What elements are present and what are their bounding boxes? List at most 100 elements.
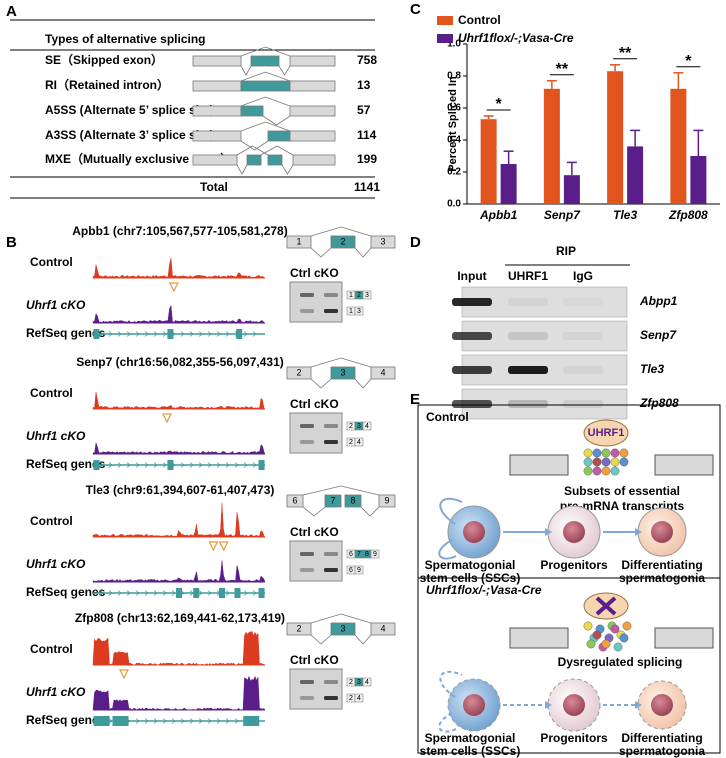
knockout-x	[595, 596, 617, 616]
y-tick-label: 0.2	[447, 167, 461, 178]
gel-band	[324, 680, 338, 684]
gel-band	[300, 568, 314, 572]
y-axis-label: Percent Spliced In	[447, 76, 459, 172]
cell-label: Differentiating	[621, 731, 702, 745]
gel-header: Ctrl cKO	[290, 266, 339, 280]
splice-line	[302, 485, 380, 496]
gel-band	[300, 293, 314, 297]
gel-band	[508, 332, 548, 340]
strand-arrow	[216, 462, 221, 468]
group-label: RIP	[556, 244, 576, 258]
sample-label: Control	[30, 386, 73, 400]
scheme-title: Uhrf1flox/-;Vasa-Cre	[426, 583, 542, 597]
gel-exon-number: 2	[349, 679, 353, 686]
gel-band	[300, 309, 314, 313]
panel-label: B	[6, 234, 17, 251]
splice-line	[310, 357, 372, 368]
gel-exon-number: 4	[357, 695, 361, 702]
gel-band	[324, 309, 338, 313]
gene-exon	[93, 460, 100, 470]
exon-number: 3	[340, 623, 345, 633]
gene-title: Zfp808 (chr13:62,169,441-62,173,419)	[75, 611, 285, 625]
bar	[670, 88, 687, 204]
strand-arrow	[126, 590, 131, 596]
exon	[370, 235, 396, 249]
gene-exon	[236, 329, 243, 339]
exon	[267, 154, 283, 166]
legend-swatch	[437, 34, 453, 43]
strand-arrow	[144, 331, 149, 337]
splice-marker	[118, 669, 129, 680]
gel-band	[452, 298, 492, 306]
spliceosome-bead	[601, 448, 611, 458]
strand-arrow	[135, 590, 140, 596]
gene-exon	[243, 716, 260, 726]
column-label: UHRF1	[508, 269, 548, 283]
gene-exon	[112, 716, 129, 726]
splice-marker	[168, 282, 179, 293]
total-count: 1141	[354, 180, 380, 194]
spliceosome-bead	[619, 457, 629, 467]
column-label: Input	[457, 269, 486, 283]
splice-line	[310, 226, 372, 237]
strand-arrow	[198, 590, 203, 596]
row-label: Senp7	[640, 328, 677, 342]
gel-band	[324, 568, 338, 572]
strand-arrow	[234, 718, 239, 724]
self-renewal-arrow	[439, 497, 463, 525]
bar	[690, 156, 707, 204]
exon	[240, 105, 264, 117]
scheme-title: Control	[426, 410, 469, 424]
gel-exon	[354, 565, 364, 575]
sample-label: RefSeq genes	[26, 457, 106, 471]
exon-number: 2	[296, 623, 301, 633]
sample-label: Uhrf1 cKO	[26, 685, 86, 699]
nucleus	[563, 694, 585, 716]
exon-number: 7	[330, 495, 335, 505]
gel	[289, 540, 343, 582]
legend-swatch	[437, 16, 453, 25]
x-tick-label: Tle3	[613, 208, 637, 222]
gel-exon-number: 6	[349, 567, 353, 574]
strand-arrow	[207, 462, 212, 468]
legend-label: Control	[458, 13, 501, 27]
strand-arrow	[252, 590, 257, 596]
gene-exon	[219, 588, 225, 598]
strand-arrow	[162, 718, 167, 724]
spliceosome-bead	[583, 621, 593, 631]
gel-exon-number: 3	[357, 308, 361, 315]
row-label: Zfp808	[639, 396, 679, 410]
nucleus	[463, 694, 485, 716]
bar	[627, 146, 644, 204]
pre-mrna	[654, 627, 714, 649]
gel-exon-number: 2	[349, 439, 353, 446]
exon	[289, 105, 336, 117]
caption: Dysregulated splicing	[558, 655, 683, 669]
exon	[192, 80, 242, 92]
spliceosome-bead	[592, 448, 602, 458]
spliceosome-bead	[619, 633, 629, 643]
nucleus	[563, 521, 585, 543]
y-tick-label: 0.0	[447, 199, 461, 210]
row-count: 199	[357, 152, 377, 166]
exon	[286, 366, 312, 380]
arrow-head	[545, 701, 552, 709]
exon-number: 4	[380, 367, 385, 377]
strand-arrow	[216, 331, 221, 337]
row-count: 57	[357, 103, 371, 117]
spliceosome-bead	[610, 624, 620, 634]
strand-arrow	[198, 331, 203, 337]
splice-line	[310, 247, 332, 258]
gel-band	[563, 332, 603, 340]
gel-exon-number: 4	[365, 423, 369, 430]
strand-arrow	[108, 462, 113, 468]
strand-arrow	[207, 718, 212, 724]
exon	[192, 154, 238, 166]
gel-exon-number: 4	[365, 679, 369, 686]
gel-exon-number: 6	[349, 551, 353, 558]
column-label: IgG	[573, 269, 593, 283]
coverage-track	[92, 675, 266, 711]
bar	[607, 71, 624, 204]
strand-arrow	[171, 590, 176, 596]
gene-exon	[193, 588, 200, 598]
